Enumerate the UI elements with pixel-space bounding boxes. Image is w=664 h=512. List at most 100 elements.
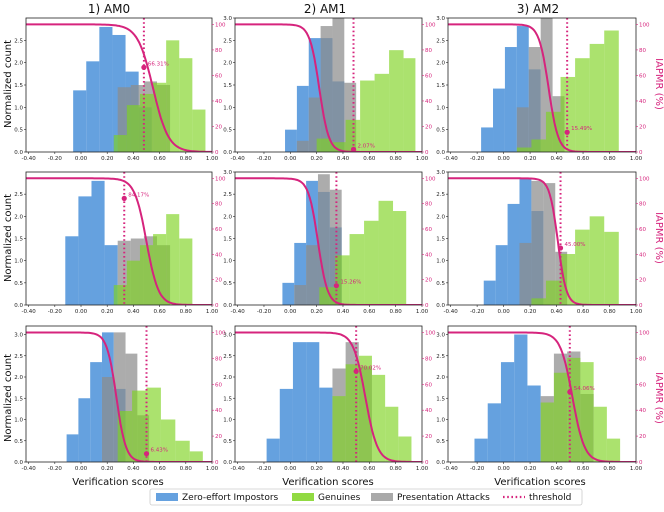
genuine-bar — [331, 142, 346, 152]
genuine-bar — [385, 406, 399, 462]
y-tick-label: 1.0 — [14, 105, 23, 111]
y-tick-label: 0.5 — [14, 128, 23, 134]
attack-bar — [125, 353, 138, 462]
y-tick-label: 0.5 — [436, 439, 445, 445]
y-tick-label: 3.0 — [436, 170, 445, 176]
genuine-bar — [166, 40, 180, 152]
right-tick-label: 20 — [639, 278, 646, 284]
right-tick-label: 20 — [215, 124, 222, 130]
y-tick-label: 2.0 — [14, 61, 23, 67]
x-tick-label: 0.00 — [75, 309, 88, 315]
iapmr-marker — [121, 195, 127, 201]
x-tick-label: 0.20 — [524, 156, 537, 162]
plot-area — [235, 326, 422, 462]
impostor-bar — [292, 342, 307, 462]
attack-bar — [344, 82, 357, 152]
attack-bar — [101, 377, 114, 462]
y-tick-label: 3.0 — [14, 333, 23, 339]
attack-bar — [306, 245, 318, 305]
iapmr-annotation: 84.17% — [128, 192, 149, 198]
right-tick-label: 60 — [215, 227, 222, 233]
right-tick-label: 80 — [425, 48, 432, 54]
impostor-bar — [527, 385, 541, 462]
column-title-3: 3) AM2 — [517, 2, 559, 16]
impostor-bar — [308, 38, 321, 152]
column-titles: 1) AM0 2) AM1 3) AM2 — [88, 2, 559, 16]
x-tick-label: 0.60 — [577, 466, 590, 472]
x-tick-label: 0.60 — [363, 309, 376, 315]
attack-bar — [113, 332, 126, 462]
genuine-bar — [316, 138, 332, 152]
impostor-bar — [500, 362, 515, 462]
y-tick-label: 3.0 — [436, 333, 445, 339]
genuine-bar — [364, 220, 379, 305]
genuine-bar — [389, 50, 404, 152]
x-tick-label: 1.00 — [206, 309, 219, 315]
legend-label-genuines: Genuines — [318, 493, 361, 503]
x-tick-label: 0.60 — [153, 466, 166, 472]
right-tick-label: 100 — [425, 330, 436, 336]
x-tick-label: 0.00 — [75, 156, 88, 162]
x-tick-label: 0.20 — [524, 466, 537, 472]
attack-bar — [519, 242, 532, 305]
genuine-bar — [319, 287, 336, 305]
right-tick-label: 20 — [425, 124, 432, 130]
iapmr-marker — [567, 389, 573, 395]
right-tick-label: 60 — [425, 382, 432, 388]
genuine-bar — [531, 139, 546, 152]
right-tick-label: 40 — [425, 99, 432, 105]
y-tick-label: 2.0 — [436, 214, 445, 220]
y-tick-label: 0.0 — [223, 303, 232, 309]
genuine-bar — [126, 260, 140, 305]
genuine-bar — [132, 390, 147, 462]
y-tick-label: 2.5 — [223, 192, 232, 198]
y-tick-label: 1.0 — [223, 418, 232, 424]
y-tick-label: 0.5 — [14, 439, 23, 445]
y-tick-label: 2.5 — [436, 192, 445, 198]
right-tick-label: 40 — [639, 252, 646, 258]
y-tick-label: 2.0 — [223, 214, 232, 220]
column-title-1: 1) AM0 — [88, 2, 130, 16]
x-tick-label: 0.80 — [390, 156, 403, 162]
y-tick-label: 1.5 — [223, 237, 232, 243]
y-tick-label: 1.5 — [436, 83, 445, 89]
x-tick-label: 0.60 — [577, 309, 590, 315]
y-tick-label: 0.5 — [436, 128, 445, 134]
impostor-bar — [65, 236, 79, 305]
legend: Zero-effort Impostors Genuines Presentat… — [149, 488, 583, 506]
genuine-bar — [540, 402, 554, 462]
y-tick-label: 2.5 — [14, 354, 23, 360]
x-tick-label: 0.80 — [603, 156, 616, 162]
iapmr-marker — [141, 64, 147, 70]
y-tick-label: 3.0 — [223, 16, 232, 22]
impostor-bar — [90, 362, 102, 462]
x-tick-label: -0.40 — [444, 309, 459, 315]
impostor-bar — [481, 127, 494, 152]
right-tick-label: 0 — [639, 303, 643, 309]
x-tick-label: 0.00 — [497, 309, 510, 315]
genuine-bar — [553, 372, 568, 462]
legend-label-threshold: threshold — [529, 493, 571, 503]
genuine-bar — [560, 76, 576, 152]
genuine-bar — [192, 109, 206, 152]
right-tick-label: 0 — [215, 150, 219, 156]
x-tick-label: 0.80 — [603, 466, 616, 472]
y-tick-label: 1.0 — [14, 259, 23, 265]
iapmr-curve — [235, 177, 422, 305]
right-tick-label: 60 — [639, 227, 646, 233]
right-tick-label: 40 — [215, 99, 222, 105]
y-axis-label-row3: Normalized count — [3, 354, 14, 442]
impostor-bar — [514, 334, 528, 462]
iapmr-curve — [26, 23, 212, 152]
right-tick-label: 100 — [215, 176, 226, 182]
x-tick-label: -0.20 — [470, 156, 485, 162]
attack-bar — [516, 107, 529, 152]
attack-bar — [329, 189, 342, 305]
right-tick-label: 100 — [425, 176, 436, 182]
iapmr-curve — [448, 331, 636, 462]
x-tick-label: -0.20 — [48, 466, 63, 472]
plot-area — [26, 18, 212, 152]
x-tick-label: 0.00 — [497, 466, 510, 472]
right-tick-label: 100 — [215, 22, 226, 28]
genuine-bar — [589, 216, 605, 305]
